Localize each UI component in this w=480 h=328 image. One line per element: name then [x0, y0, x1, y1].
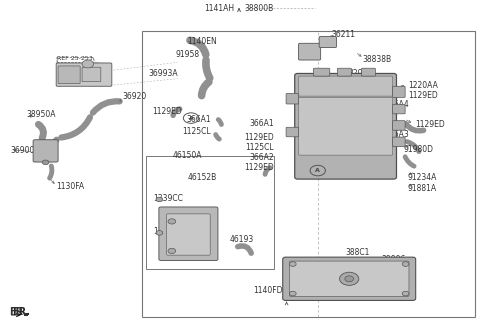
Circle shape: [289, 262, 296, 266]
Text: 1140EN: 1140EN: [154, 227, 183, 236]
FancyBboxPatch shape: [289, 261, 409, 297]
Circle shape: [156, 197, 163, 202]
Text: 38800B: 38800B: [245, 4, 274, 13]
Bar: [57, 57, 93, 62]
Text: 1129ED: 1129ED: [244, 133, 274, 142]
Text: 32934: 32934: [348, 69, 372, 78]
FancyBboxPatch shape: [393, 121, 405, 130]
Text: A: A: [189, 115, 193, 121]
FancyArrowPatch shape: [61, 117, 90, 137]
Text: 366A4: 366A4: [384, 100, 409, 110]
Text: 36900: 36900: [11, 146, 35, 155]
Bar: [142, 31, 475, 317]
Text: 1129ED: 1129ED: [408, 91, 438, 100]
Circle shape: [82, 60, 94, 68]
FancyBboxPatch shape: [393, 104, 405, 114]
Text: 46193: 46193: [229, 235, 253, 244]
Circle shape: [42, 160, 49, 165]
FancyArrowPatch shape: [49, 166, 52, 178]
Text: REF 25-253: REF 25-253: [57, 56, 92, 61]
Circle shape: [168, 248, 176, 254]
FancyBboxPatch shape: [299, 43, 321, 60]
FancyBboxPatch shape: [319, 36, 336, 48]
Text: 1130FA: 1130FA: [57, 182, 85, 192]
Text: 91958: 91958: [175, 50, 199, 59]
FancyBboxPatch shape: [337, 68, 351, 76]
FancyBboxPatch shape: [283, 257, 416, 300]
Circle shape: [289, 291, 296, 296]
FancyArrowPatch shape: [93, 101, 120, 113]
Circle shape: [168, 219, 176, 224]
Circle shape: [340, 272, 359, 285]
Bar: [24, 313, 28, 316]
FancyArrowPatch shape: [218, 120, 221, 125]
FancyBboxPatch shape: [33, 140, 58, 162]
FancyArrowPatch shape: [238, 246, 251, 253]
Text: 1140EN: 1140EN: [187, 36, 217, 46]
Text: 366A3: 366A3: [384, 130, 409, 139]
FancyArrowPatch shape: [173, 109, 180, 115]
FancyBboxPatch shape: [286, 127, 299, 137]
FancyArrowPatch shape: [405, 157, 414, 166]
FancyArrowPatch shape: [38, 124, 44, 138]
Text: 46150A: 46150A: [173, 151, 202, 160]
Text: 39906: 39906: [382, 255, 406, 264]
FancyBboxPatch shape: [361, 68, 375, 76]
FancyBboxPatch shape: [167, 214, 210, 255]
Circle shape: [402, 262, 409, 266]
Text: 91881A: 91881A: [407, 184, 436, 193]
FancyBboxPatch shape: [299, 97, 393, 155]
Text: 1125CL: 1125CL: [245, 143, 274, 152]
Text: 1129ED: 1129ED: [415, 120, 445, 129]
Text: 1339CC: 1339CC: [154, 194, 183, 203]
FancyBboxPatch shape: [295, 73, 396, 179]
Text: 366A1: 366A1: [249, 118, 274, 128]
FancyArrowPatch shape: [202, 82, 209, 96]
Text: 1220AA: 1220AA: [408, 81, 438, 90]
Text: 91234A: 91234A: [407, 173, 436, 182]
Text: FR.: FR.: [12, 307, 30, 317]
Text: 1141AH: 1141AH: [204, 4, 234, 13]
FancyArrowPatch shape: [407, 142, 419, 152]
Text: 38601: 38601: [312, 81, 336, 90]
Text: 366A1: 366A1: [187, 115, 211, 124]
Text: 1140FD: 1140FD: [254, 286, 283, 295]
Text: 366A2: 366A2: [249, 153, 274, 162]
Circle shape: [156, 231, 163, 235]
Text: 91980D: 91980D: [403, 145, 433, 154]
FancyBboxPatch shape: [299, 76, 393, 96]
Circle shape: [402, 291, 409, 296]
Text: FR.: FR.: [9, 307, 27, 317]
FancyArrowPatch shape: [216, 134, 219, 139]
FancyBboxPatch shape: [82, 67, 101, 82]
Bar: [146, 156, 274, 269]
Text: 36211: 36211: [331, 30, 355, 39]
Text: 1129ED: 1129ED: [153, 107, 182, 116]
Text: 38838B: 38838B: [362, 54, 392, 64]
FancyArrowPatch shape: [265, 168, 270, 174]
FancyArrowPatch shape: [206, 60, 210, 78]
FancyArrowPatch shape: [190, 40, 206, 55]
Text: 46152B: 46152B: [187, 173, 216, 182]
FancyArrowPatch shape: [51, 140, 57, 152]
Text: 36920: 36920: [122, 92, 147, 101]
FancyBboxPatch shape: [56, 63, 112, 86]
FancyArrowPatch shape: [406, 124, 423, 131]
FancyBboxPatch shape: [393, 137, 405, 147]
Text: A: A: [315, 168, 320, 173]
Circle shape: [345, 276, 353, 282]
FancyBboxPatch shape: [58, 66, 80, 84]
FancyBboxPatch shape: [313, 68, 330, 76]
FancyBboxPatch shape: [393, 86, 405, 97]
Text: 36993A: 36993A: [149, 69, 179, 78]
Text: 38950A: 38950A: [26, 110, 56, 119]
FancyBboxPatch shape: [159, 207, 218, 260]
FancyBboxPatch shape: [286, 93, 299, 104]
Text: 388C1: 388C1: [346, 248, 370, 257]
Text: 1129ED: 1129ED: [244, 163, 274, 172]
Text: 1125CL: 1125CL: [182, 127, 211, 136]
